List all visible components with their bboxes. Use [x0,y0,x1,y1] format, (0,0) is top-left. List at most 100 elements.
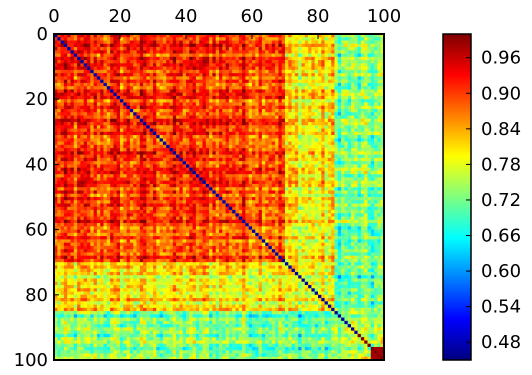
heatmap-cell [146,170,151,175]
heatmap-cell [318,108,322,113]
heatmap-cell [113,151,118,155]
heatmap-cell [294,79,299,84]
heatmap-cell [294,187,299,191]
heatmap-cell [344,174,349,178]
heatmap-cell [298,37,302,41]
heatmap-cell [344,177,349,182]
heatmap-cell [374,73,378,77]
heatmap-cell [169,154,174,159]
heatmap-cell [83,122,88,126]
heatmap-cell [182,148,187,152]
heatmap-cell [360,69,365,74]
heatmap-cell [63,141,68,146]
heatmap-cell [291,53,296,58]
heatmap-cell [281,79,286,84]
heatmap-cell [159,154,164,159]
heatmap-cell [212,82,217,87]
heatmap-cell [120,63,124,67]
heatmap-cell [255,144,259,149]
heatmap-cell [182,180,187,185]
heatmap-cell [153,177,157,182]
heatmap-cell [83,183,88,188]
heatmap-cell [159,102,164,107]
heatmap-cell [275,34,279,38]
heatmap-cell [301,108,306,113]
heatmap-cell [202,190,207,195]
heatmap-cell [271,73,276,77]
heatmap-cell [189,180,193,185]
heatmap-cell [77,118,81,123]
heatmap-cell [255,79,259,84]
heatmap-cell [54,82,58,87]
heatmap-cell [364,131,368,136]
heatmap-cell [347,135,352,139]
heatmap-cell [205,151,210,155]
heatmap-cell [169,34,174,38]
heatmap-cell [162,50,167,54]
heatmap-cell [327,99,332,103]
heatmap-cell [156,177,160,182]
heatmap-cell [222,161,226,165]
heatmap-cell [374,131,378,136]
heatmap-cell [123,190,127,195]
heatmap-cell [96,37,101,41]
heatmap-cell [288,128,292,133]
heatmap-cell [205,102,210,107]
heatmap-cell [60,37,65,41]
heatmap-cell [351,164,355,169]
heatmap-cell [268,183,273,188]
heatmap-cell [380,47,385,51]
heatmap-cell [212,138,217,142]
heatmap-cell [215,47,220,51]
heatmap-cell [57,95,61,100]
heatmap-cell [116,47,121,51]
heatmap-cell [321,47,325,51]
heatmap-cell [205,138,210,142]
heatmap-cell [110,193,114,198]
heatmap-cell [242,180,246,185]
heatmap-cell [331,92,335,97]
heatmap-cell [258,122,263,126]
heatmap-cell [54,37,58,41]
heatmap-cell [252,76,256,80]
heatmap-cell [153,112,157,116]
heatmap-cell [219,105,223,110]
heatmap-cell [70,131,75,136]
heatmap-cell [202,174,207,178]
heatmap-cell [166,125,170,129]
heatmap-cell [258,108,263,113]
heatmap-cell [304,180,309,185]
heatmap-cell [245,79,250,84]
heatmap-cell [222,108,226,113]
heatmap-cell [334,37,339,41]
heatmap-cell [380,82,385,87]
heatmap-cell [364,170,368,175]
heatmap-cell [327,138,332,142]
heatmap-cell [235,108,240,113]
heatmap-cell [143,190,147,195]
heatmap-cell [327,63,332,67]
heatmap-cell [235,187,240,191]
heatmap-cell [182,193,187,198]
heatmap-cell [347,164,352,169]
heatmap-cell [156,161,160,165]
heatmap-cell [377,190,382,195]
heatmap-cell [176,161,180,165]
heatmap-cell [149,144,154,149]
heatmap-cell [271,63,276,67]
heatmap-cell [60,89,65,94]
heatmap-cell [106,73,111,77]
heatmap-cell [374,112,378,116]
heatmap-cell [252,144,256,149]
heatmap-cell [202,128,207,133]
heatmap-cell [80,34,85,38]
heatmap-cell [215,108,220,113]
heatmap-cell [159,122,164,126]
heatmap-cell [222,89,226,94]
heatmap-cell [301,47,306,51]
heatmap-cell [242,148,246,152]
heatmap-cell [192,79,197,84]
heatmap-cell [222,50,226,54]
heatmap-cell [341,73,345,77]
heatmap-cell [252,60,256,64]
